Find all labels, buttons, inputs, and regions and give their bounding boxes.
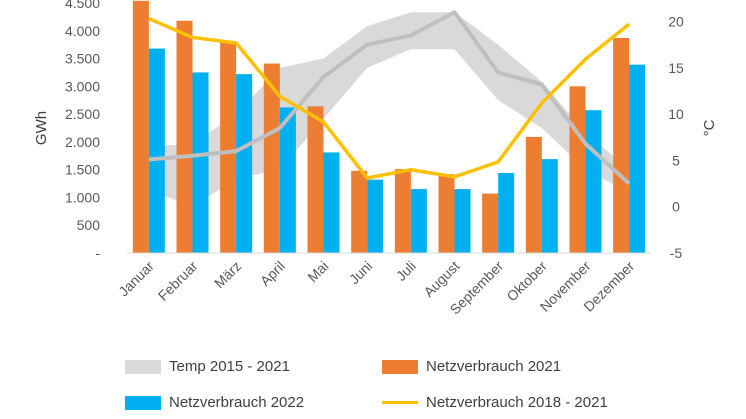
legend-item-netz-2018-2021: Netzverbrauch 2018 - 2021	[382, 394, 608, 411]
bar-netzverbrauch-2022-februar	[192, 72, 209, 253]
bar-netzverbrauch-2021-juni	[351, 170, 368, 253]
y-tick-label: 3.500	[65, 51, 100, 67]
y-tick-label: 4.500	[65, 0, 100, 11]
y2-tick-label: 15	[668, 60, 684, 76]
y-tick-label: 2.000	[65, 134, 100, 150]
bar-netzverbrauch-2021-märz	[220, 42, 237, 253]
legend-swatch-netz-2021	[382, 359, 418, 374]
y2-tick-label: 0	[672, 199, 680, 215]
legend-swatch-netz-2018-2021	[382, 401, 418, 404]
x-tick-label-februar: Februar	[155, 258, 201, 304]
x-tick-label-juli: Juli	[393, 258, 419, 284]
netzverbrauch-2018-2021-line	[148, 16, 631, 180]
y-tick-label: -	[95, 245, 100, 261]
x-tick-label-mai: Mai	[304, 258, 331, 285]
y-tick-label: 3.000	[65, 78, 100, 94]
legend-swatch-temp	[125, 359, 161, 374]
y2-tick-label: 10	[668, 106, 684, 122]
x-tick-label-januar: Januar	[115, 258, 157, 300]
legend-label-netz-2022: Netzverbrauch 2022	[169, 394, 305, 411]
bar-netzverbrauch-2022-april	[279, 107, 296, 253]
y2-tick-label: -5	[670, 245, 683, 261]
bar-netzverbrauch-2022-januar	[148, 48, 165, 253]
legend-item-netz-2022: Netzverbrauch 2022	[125, 394, 304, 411]
legend-label-temp: Temp 2015 - 2021	[169, 358, 290, 375]
bar-netzverbrauch-2021-februar	[176, 20, 193, 254]
bar-netzverbrauch-2022-oktober	[541, 159, 558, 253]
bar-netzverbrauch-2021-januar	[132, 0, 149, 254]
bar-netzverbrauch-2022-juni	[367, 179, 384, 253]
x-tick-label-april: April	[257, 258, 288, 289]
bar-netzverbrauch-2022-november	[585, 110, 602, 253]
bar-netzverbrauch-2022-juli	[410, 189, 427, 253]
bar-netzverbrauch-2022-mai	[323, 152, 340, 253]
bar-netzverbrauch-2021-dezember	[613, 38, 630, 253]
legend-item-netz-2021: Netzverbrauch 2021	[382, 358, 561, 375]
legend-item-temp: Temp 2015 - 2021	[125, 358, 290, 375]
y-tick-label: 2.500	[65, 106, 100, 122]
x-tick-label-märz: März	[211, 258, 244, 291]
bar-netzverbrauch-2021-august	[438, 174, 455, 253]
x-tick-label-juni: Juni	[346, 258, 375, 287]
bar-netzverbrauch-2021-november	[569, 86, 586, 253]
legend-swatch-netz-2022	[125, 395, 161, 410]
bar-netzverbrauch-2021-oktober	[525, 136, 542, 253]
y-axis-title: GWh	[33, 111, 50, 145]
line-layer	[148, 10, 631, 186]
bar-netzverbrauch-2022-märz	[236, 74, 253, 253]
legend-label-netz-2021: Netzverbrauch 2021	[426, 358, 562, 375]
bar-netzverbrauch-2021-juli	[394, 169, 411, 253]
bar-netzverbrauch-2022-dezember	[629, 64, 646, 254]
y2-tick-label: 20	[668, 14, 684, 30]
bar-netzverbrauch-2021-september	[482, 193, 499, 253]
y-tick-label: 1.500	[65, 162, 100, 178]
y2-axis-title: °C	[701, 119, 718, 136]
y-tick-label: 4.000	[65, 23, 100, 39]
y-tick-label: 500	[77, 217, 101, 233]
legend-label-netz-2018-2021: Netzverbrauch 2018 - 2021	[426, 394, 608, 411]
bar-netzverbrauch-2022-august	[454, 189, 471, 253]
x-tick-label-august: August	[420, 258, 462, 300]
legend: Temp 2015 - 2021 Netzverbrauch 2021 Netz…	[0, 350, 746, 419]
bar-netzverbrauch-2021-april	[263, 63, 280, 253]
y2-tick-label: 5	[672, 152, 680, 168]
y-tick-label: 1.000	[65, 189, 100, 205]
bar-netzverbrauch-2021-mai	[307, 106, 324, 253]
bar-netzverbrauch-2022-september	[498, 173, 515, 253]
